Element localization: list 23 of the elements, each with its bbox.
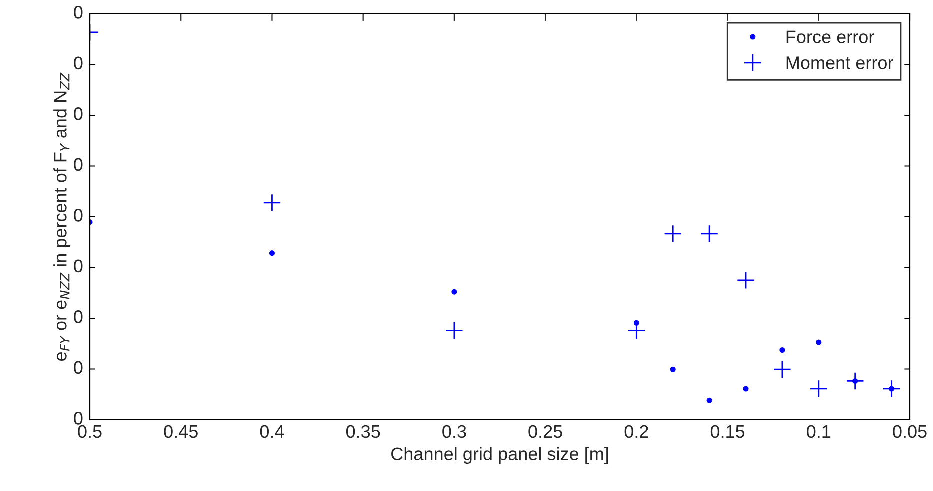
- text: 0: [74, 56, 83, 70]
- text: 0: [74, 412, 83, 425]
- x-tick-label: 0.45: [164, 425, 198, 438]
- text: 0: [74, 209, 83, 222]
- x-tick-label: 0.2: [624, 425, 648, 438]
- text: 0: [74, 361, 83, 374]
- x-tick-label: 0.4: [260, 425, 284, 438]
- text: 0: [74, 310, 83, 324]
- x-tick-label: 0.3: [442, 425, 466, 438]
- legend-label: Moment error: [786, 56, 894, 70]
- x-tick-label: 0.1: [807, 425, 831, 438]
- text: 0: [74, 6, 83, 19]
- x-tick-label: 0.5: [78, 425, 102, 438]
- legend-label: Force error: [786, 30, 874, 44]
- x-axis-title: Channel grid panel size [m]: [392, 447, 608, 464]
- x-tick-label: 0.05: [893, 425, 927, 438]
- x-tick-label: 0.25: [528, 425, 562, 438]
- x-tick-label: 0.35: [346, 425, 380, 438]
- text: 0: [74, 158, 83, 172]
- text: 0: [74, 260, 83, 273]
- x-tick-label: 0.15: [710, 425, 745, 438]
- text: 0: [74, 108, 83, 120]
- y-axis-title: e$_{FY}$ or e$_{NZZ}$ in percent of F$_{Y}$ and N$_{ZZ}$: [54, 72, 70, 361]
